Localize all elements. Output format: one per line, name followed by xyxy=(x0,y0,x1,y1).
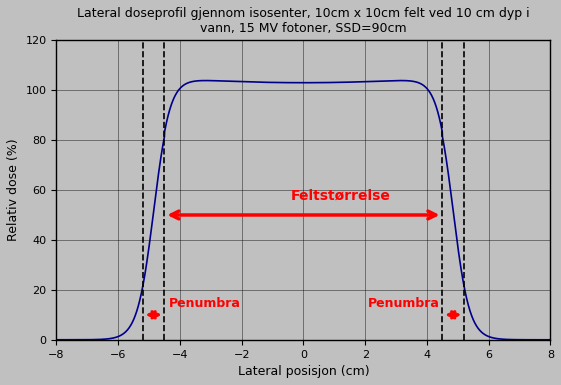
Text: Feltstørrelse: Feltstørrelse xyxy=(291,189,390,203)
Y-axis label: Relativ dose (%): Relativ dose (%) xyxy=(7,139,20,241)
X-axis label: Lateral posisjon (cm): Lateral posisjon (cm) xyxy=(238,365,369,378)
Title: Lateral doseprofil gjennom isosenter, 10cm x 10cm felt ved 10 cm dyp i
vann, 15 : Lateral doseprofil gjennom isosenter, 10… xyxy=(77,7,530,35)
Text: Penumbra: Penumbra xyxy=(169,297,241,310)
Text: Penumbra: Penumbra xyxy=(367,297,439,310)
